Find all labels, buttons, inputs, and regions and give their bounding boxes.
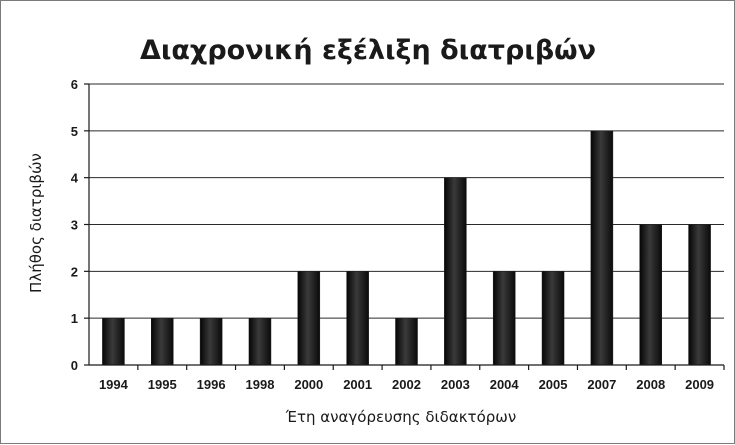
bar-2007 xyxy=(590,130,614,366)
bar-1994 xyxy=(102,317,125,366)
x-tick-label: 2009 xyxy=(685,377,714,392)
bar-2002 xyxy=(395,317,418,366)
y-tick-label: 4 xyxy=(71,171,79,186)
bar-2003 xyxy=(444,177,467,366)
x-tick-label: 2007 xyxy=(587,377,616,392)
gridlines xyxy=(89,83,724,319)
x-tick-label: 1996 xyxy=(197,377,226,392)
y-axis-label: Πλήθος διατριβών xyxy=(27,153,45,293)
bars xyxy=(102,130,711,366)
y-tick-label: 2 xyxy=(71,264,78,279)
bar-2009 xyxy=(688,224,711,366)
chart-title: Διαχρονική εξέλιξη διατριβών xyxy=(140,35,596,66)
bar-2001 xyxy=(346,271,369,366)
x-tick-label: 1994 xyxy=(99,377,129,392)
bar-1995 xyxy=(151,317,174,366)
x-axis-ticks: 1994 1995 1996 1998 2000 2001 2002 2003 2004 2005… xyxy=(99,365,725,392)
x-tick-label: 2001 xyxy=(343,377,372,392)
bar-1996 xyxy=(199,317,223,366)
bar-2005 xyxy=(541,271,565,366)
x-tick-label: 2002 xyxy=(392,377,421,392)
y-tick-label: 3 xyxy=(71,218,78,233)
y-tick-label: 1 xyxy=(71,311,78,326)
x-tick-label: 2005 xyxy=(539,377,568,392)
bar-1998 xyxy=(248,317,272,366)
y-axis-ticks: 0 1 2 3 4 5 6 xyxy=(71,77,89,373)
bar-2004 xyxy=(492,271,516,366)
y-tick-label: 6 xyxy=(71,77,78,92)
y-tick-label: 0 xyxy=(71,358,78,373)
x-tick-label: 2000 xyxy=(294,377,323,392)
x-tick-label: 1998 xyxy=(246,377,275,392)
bar-2008 xyxy=(639,224,662,366)
x-tick-label: 2008 xyxy=(636,377,665,392)
bar-2000 xyxy=(297,271,321,366)
x-axis-label: Έτη αναγόρευσης διδακτόρων xyxy=(285,408,516,426)
x-tick-label: 2004 xyxy=(490,377,520,392)
x-tick-label: 2003 xyxy=(441,377,470,392)
y-tick-label: 5 xyxy=(71,124,78,139)
x-tick-label: 1995 xyxy=(148,377,177,392)
